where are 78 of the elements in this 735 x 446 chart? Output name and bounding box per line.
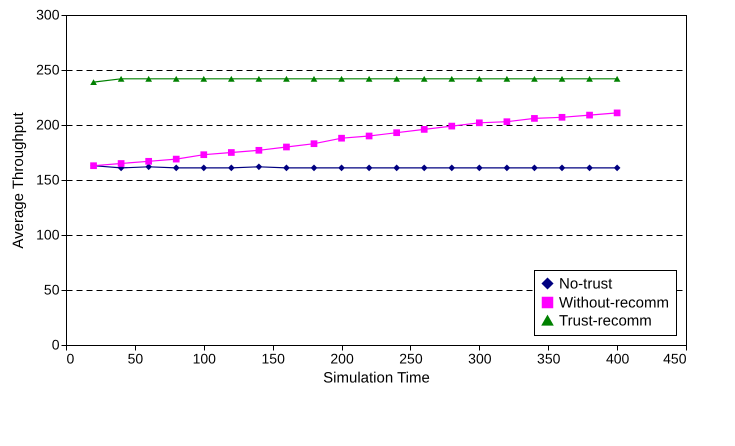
point: [256, 146, 262, 154]
point: [200, 164, 208, 172]
point: [614, 164, 620, 172]
point: [228, 76, 235, 82]
point: [448, 76, 456, 82]
y-tick-label: 250: [36, 62, 60, 78]
point: [393, 164, 400, 172]
point: [118, 160, 124, 167]
point: [310, 140, 318, 148]
x-tick-label: 50: [128, 350, 144, 366]
point: [614, 110, 620, 116]
point: [283, 76, 290, 82]
y-axis-title: Average Throughput: [10, 112, 28, 249]
point: [366, 76, 372, 82]
point: [338, 76, 345, 82]
legend-label: Without-recomm: [559, 294, 670, 312]
point: [256, 76, 262, 82]
point: [228, 149, 235, 156]
point: [172, 76, 180, 82]
point: [366, 132, 372, 140]
point: [172, 164, 180, 172]
x-tick-label: 0: [66, 350, 74, 366]
point: [393, 76, 400, 82]
point: [586, 164, 593, 172]
point: [283, 144, 290, 150]
x-axis-title: Simulation Time: [323, 370, 430, 386]
y-tick-label: 0: [52, 336, 60, 352]
point: [586, 76, 593, 82]
point: [504, 164, 510, 172]
point: [476, 76, 483, 82]
legend-label: No-trust: [559, 276, 614, 292]
point: [558, 114, 566, 121]
x-tick-label: 400: [606, 350, 630, 366]
point: [200, 151, 208, 158]
point: [586, 112, 593, 118]
point: [338, 164, 345, 172]
y-tick-label: 50: [44, 282, 60, 298]
legend-label: Trust-recomm: [559, 312, 652, 330]
y-tick-label: 100: [36, 226, 60, 242]
point: [531, 164, 538, 172]
point: [476, 164, 483, 172]
point: [338, 134, 345, 142]
x-tick-label: 350: [537, 350, 561, 366]
point: [420, 76, 428, 82]
point: [228, 164, 235, 172]
x-tick-label: 100: [192, 350, 216, 366]
point: [145, 76, 152, 82]
point: [283, 164, 290, 172]
point: [145, 158, 152, 165]
x-tick-label: 150: [261, 350, 286, 366]
x-tick-label: 200: [330, 350, 354, 366]
point: [558, 164, 566, 172]
point: [476, 119, 483, 126]
x-tick-label: 300: [468, 350, 492, 366]
point: [310, 164, 318, 172]
point: [393, 129, 400, 136]
point: [531, 76, 538, 82]
y-tick-label: 200: [36, 116, 60, 132]
point: [448, 164, 456, 172]
point: [504, 76, 510, 82]
point: [504, 118, 510, 126]
point: [614, 76, 620, 82]
point: [558, 76, 566, 82]
point: [200, 76, 208, 82]
point: [90, 79, 97, 86]
x-tick-label: 450: [663, 350, 687, 366]
y-tick-label: 150: [36, 172, 60, 188]
point: [448, 122, 456, 130]
point: [420, 126, 428, 133]
point: [420, 164, 428, 172]
point: [118, 76, 124, 82]
point: [256, 163, 262, 170]
y-tick-label: 300: [36, 6, 60, 22]
point: [531, 115, 538, 122]
x-tick-label: 250: [399, 350, 423, 366]
point: [366, 164, 372, 172]
point: [310, 76, 318, 82]
point: [172, 156, 180, 162]
